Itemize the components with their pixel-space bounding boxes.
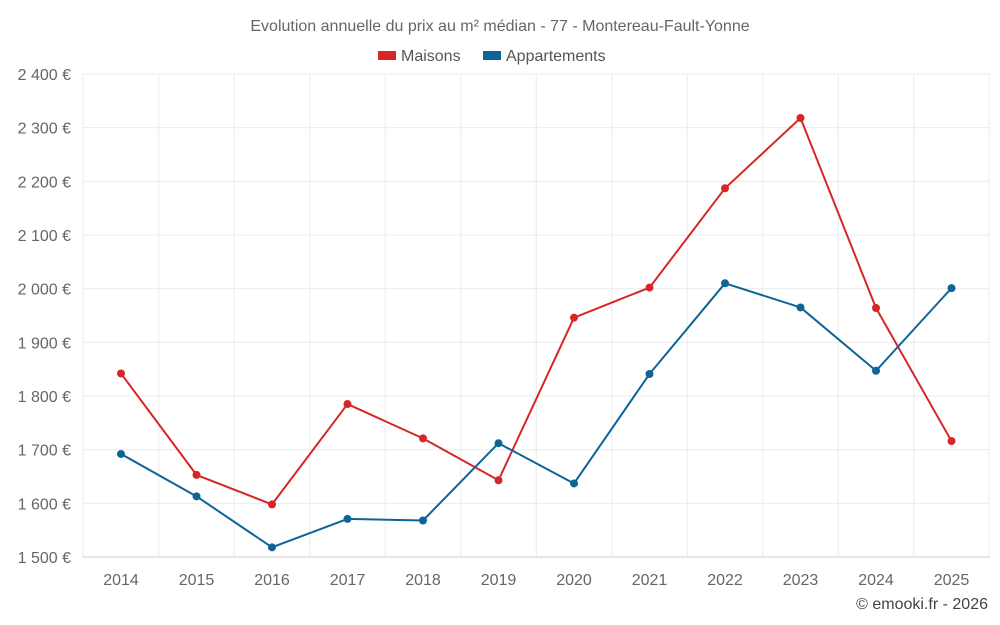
y-tick-label: 2 000 € — [18, 282, 71, 299]
legend-label: Appartements — [506, 48, 606, 65]
y-tick-label: 1 800 € — [18, 389, 71, 406]
x-tick-label: 2021 — [632, 572, 668, 589]
data-point-maisons[interactable] — [494, 476, 503, 485]
data-point-appartements[interactable] — [419, 516, 427, 525]
y-tick-label: 2 400 € — [18, 67, 71, 84]
y-tick-label: 2 200 € — [18, 174, 71, 191]
legend-label: Maisons — [401, 48, 461, 65]
y-axis-ticks: 1 500 € 1 600 € 1 700 € 1 800 € 1 900 € 2 000… — [18, 67, 71, 567]
data-point-appartements[interactable] — [570, 479, 578, 488]
data-point-appartements[interactable] — [796, 303, 805, 312]
y-tick-label: 2 100 € — [18, 228, 71, 245]
x-tick-label: 2017 — [330, 572, 366, 589]
x-tick-label: 2015 — [179, 572, 215, 589]
chart-title: Evolution annuelle du prix au m² médian … — [250, 18, 749, 35]
y-tick-label: 1 600 € — [18, 496, 71, 513]
data-point-maisons[interactable] — [268, 500, 276, 509]
credit-text: © emooki.fr - 2026 — [856, 596, 988, 613]
x-tick-label: 2022 — [707, 572, 743, 589]
data-point-maisons[interactable] — [192, 470, 201, 479]
series-line-maisons — [120, 117, 953, 506]
x-tick-label: 2014 — [103, 572, 139, 589]
x-tick-label: 2024 — [858, 572, 894, 589]
x-tick-label: 2020 — [556, 572, 592, 589]
data-point-appartements[interactable] — [721, 279, 729, 288]
x-tick-label: 2018 — [405, 572, 441, 589]
x-tick-label: 2023 — [783, 572, 819, 589]
x-tick-label: 2025 — [934, 572, 970, 589]
data-point-maisons[interactable] — [721, 184, 729, 193]
data-point-maisons[interactable] — [645, 283, 654, 292]
data-point-maisons[interactable] — [570, 313, 578, 322]
series-line-appartements — [120, 282, 953, 549]
legend-swatch — [378, 51, 396, 60]
legend[interactable]: Maisons Appartements — [378, 48, 606, 65]
data-point-maisons[interactable] — [947, 437, 956, 446]
legend-swatch — [483, 51, 501, 60]
y-tick-label: 1 900 € — [18, 335, 71, 352]
series-points[interactable] — [117, 114, 956, 552]
data-point-appartements[interactable] — [192, 492, 201, 501]
legend-item-appartements[interactable]: Appartements — [483, 48, 606, 65]
data-point-maisons[interactable] — [796, 114, 805, 123]
y-tick-label: 1 500 € — [18, 550, 71, 567]
x-tick-label: 2019 — [481, 572, 517, 589]
x-tick-label: 2016 — [254, 572, 290, 589]
y-tick-label: 1 700 € — [18, 443, 71, 460]
data-point-appartements[interactable] — [645, 369, 654, 378]
x-axis-ticks: 2014 2015 2016 2017 2018 2019 2020 2021 2022 2023… — [103, 572, 969, 589]
data-point-maisons[interactable] — [117, 369, 125, 378]
grid — [82, 73, 990, 558]
legend-item-maisons[interactable]: Maisons — [378, 48, 461, 65]
y-tick-label: 2 300 € — [18, 121, 71, 138]
data-point-appartements[interactable] — [947, 284, 956, 293]
data-point-maisons[interactable] — [872, 303, 880, 312]
data-point-maisons[interactable] — [343, 400, 352, 409]
data-point-appartements[interactable] — [117, 449, 125, 458]
series-lines — [120, 117, 953, 549]
data-point-maisons[interactable] — [419, 434, 427, 443]
data-point-appartements[interactable] — [872, 366, 880, 375]
data-point-appartements[interactable] — [494, 439, 503, 448]
data-point-appartements[interactable] — [268, 543, 276, 552]
data-point-appartements[interactable] — [343, 514, 352, 523]
